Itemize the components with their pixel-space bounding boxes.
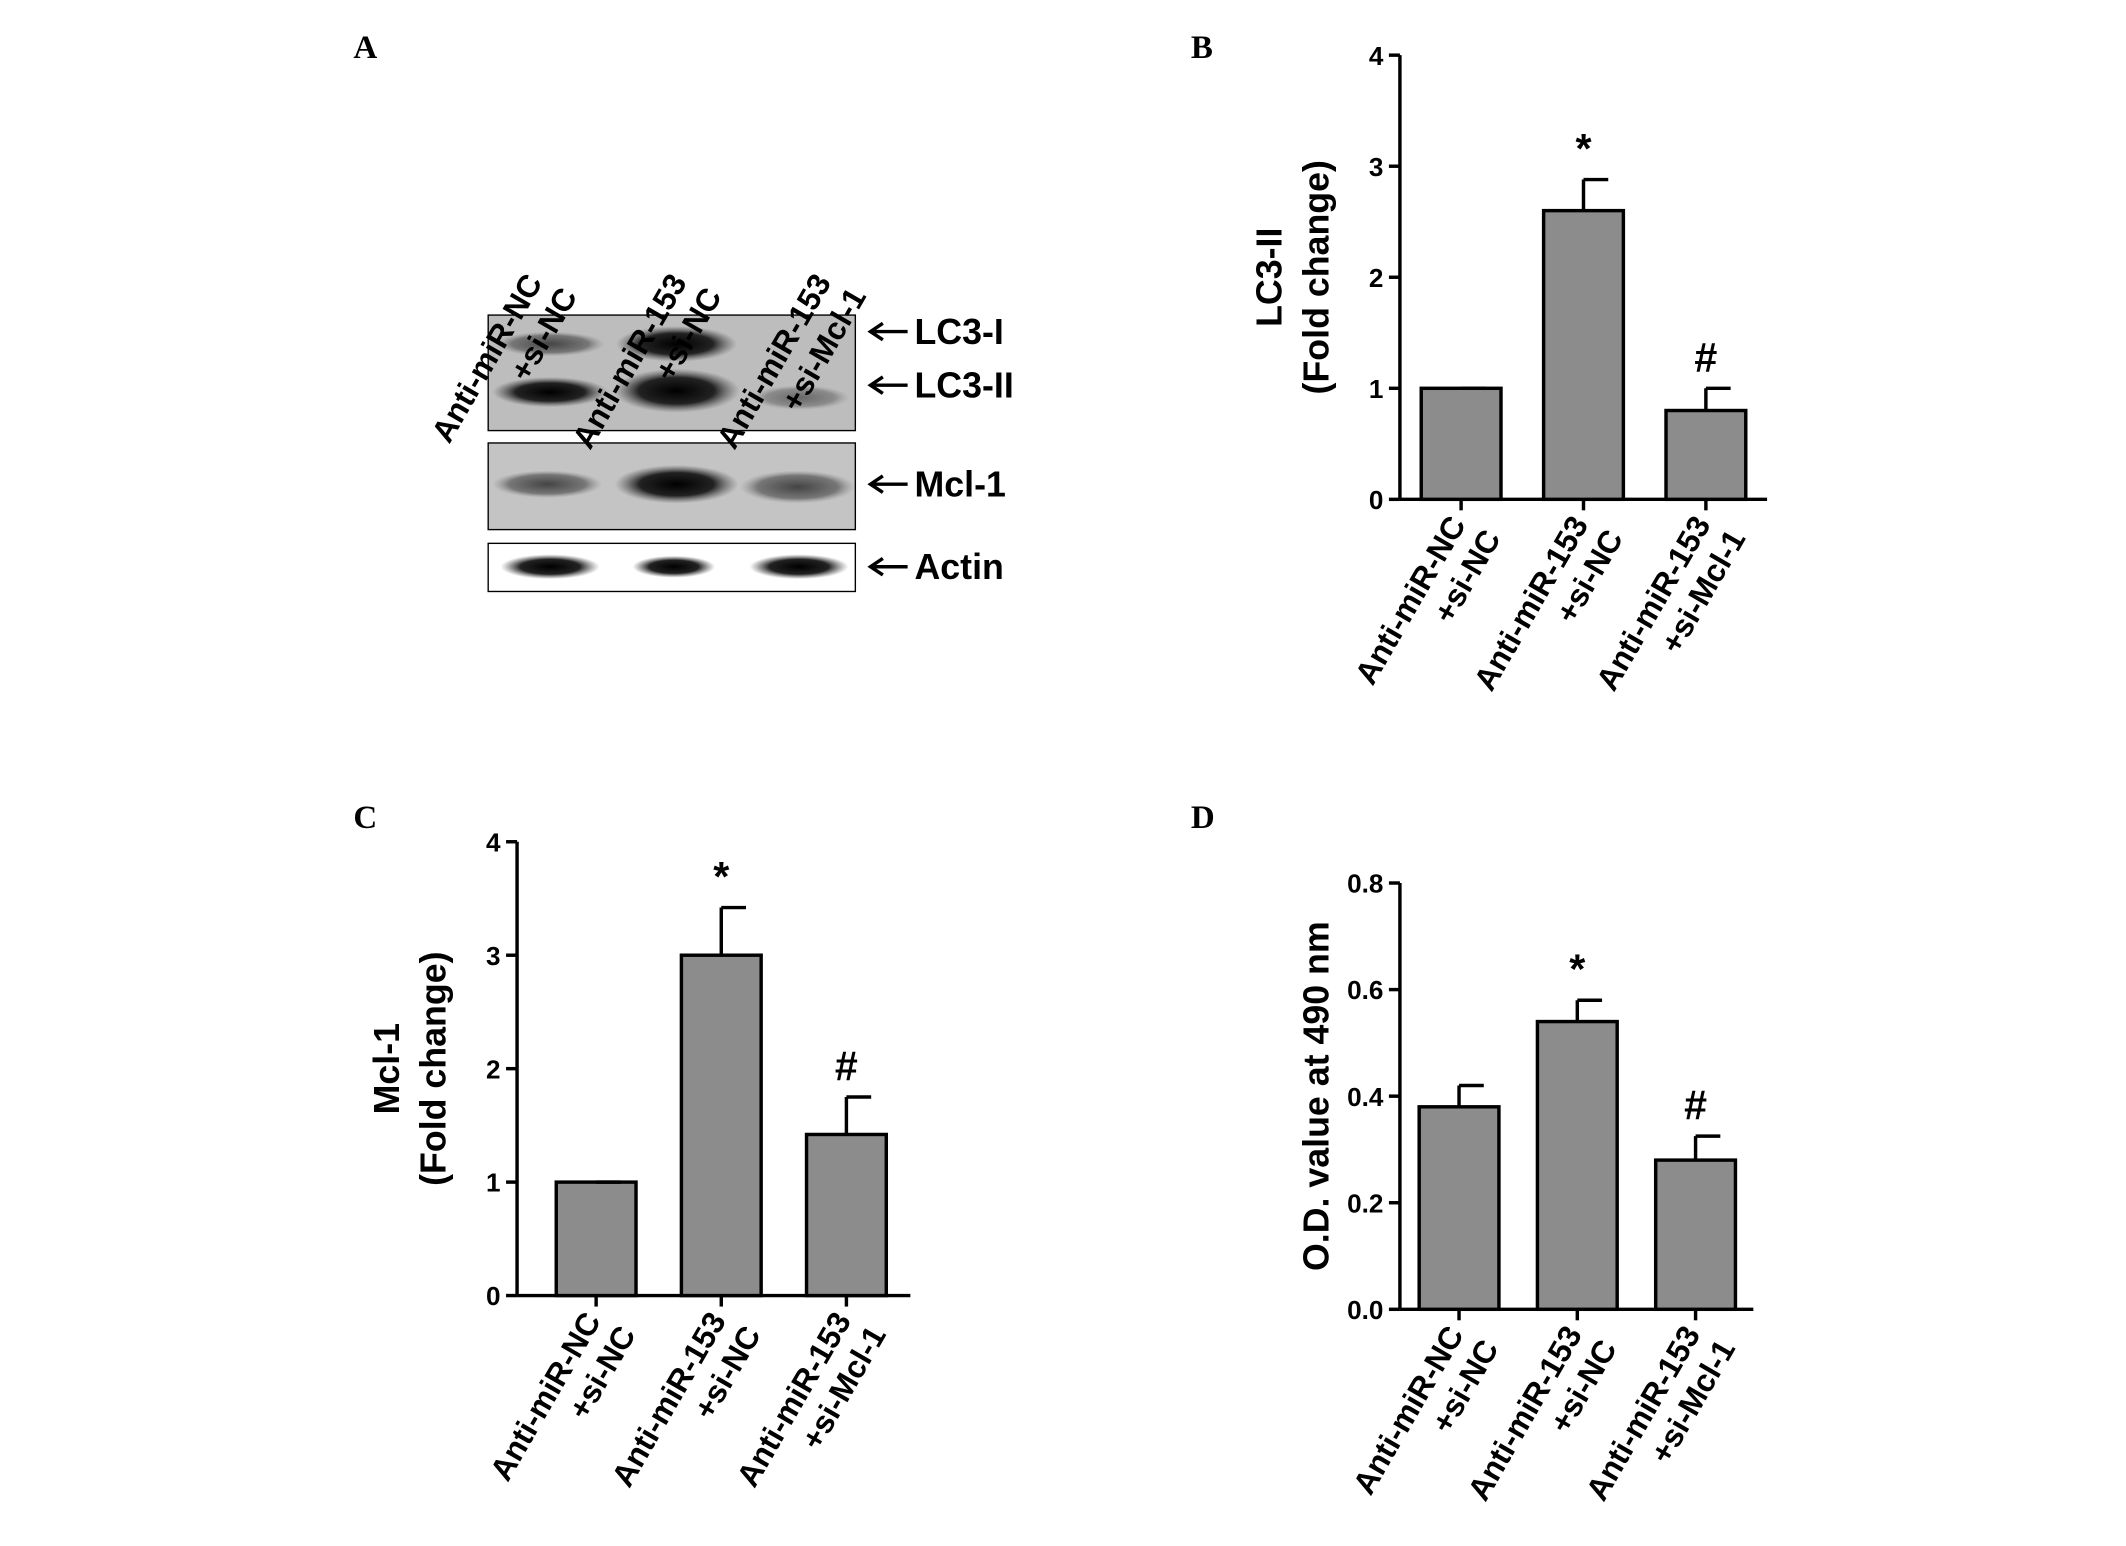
significance-mark: # xyxy=(1694,335,1717,381)
significance-mark: * xyxy=(1569,947,1586,993)
band-label: LC3-I xyxy=(914,312,1003,352)
error-bar xyxy=(1581,177,1609,211)
arrow xyxy=(867,321,908,342)
band xyxy=(632,555,716,578)
band xyxy=(614,464,739,504)
band xyxy=(492,376,608,408)
band xyxy=(613,368,740,413)
bar xyxy=(1664,408,1748,502)
error-bar xyxy=(844,1095,872,1135)
bar xyxy=(1419,386,1503,502)
y-tick-label: 4 xyxy=(1369,41,1384,71)
y-tick-label: 0.6 xyxy=(1347,975,1383,1005)
error-bar xyxy=(1704,386,1731,411)
y-tick-label: 0.8 xyxy=(1347,869,1383,899)
error-bar xyxy=(1693,1134,1721,1161)
panel-label: C xyxy=(353,800,377,836)
y-tick-label: 2 xyxy=(1369,263,1384,293)
y-tick-label: 0.4 xyxy=(1347,1082,1384,1112)
bar xyxy=(554,1180,638,1298)
bar xyxy=(1417,1105,1501,1312)
error-bar xyxy=(1575,998,1603,1022)
significance-mark: * xyxy=(1575,126,1592,172)
arrow xyxy=(867,474,908,494)
y-axis-label: (Fold change) xyxy=(1296,160,1336,394)
band xyxy=(500,554,600,580)
bar xyxy=(1541,208,1626,502)
significance-mark: * xyxy=(713,854,730,900)
bar xyxy=(1535,1019,1619,1312)
significance-mark: # xyxy=(835,1044,858,1090)
arrow xyxy=(867,557,908,577)
band-label: LC3-II xyxy=(914,366,1013,406)
band-label: Actin xyxy=(914,547,1003,587)
y-tick-label: 0.2 xyxy=(1347,1188,1383,1218)
y-axis-label: LC3-II xyxy=(1250,228,1290,327)
error-bar xyxy=(1457,1083,1484,1107)
y-tick-label: 3 xyxy=(1369,152,1384,182)
y-tick-label: 0.0 xyxy=(1347,1295,1383,1325)
bar xyxy=(679,953,763,1298)
band xyxy=(739,470,856,504)
y-tick-label: 0 xyxy=(486,1281,501,1311)
y-tick-label: 4 xyxy=(486,827,501,857)
band xyxy=(750,385,850,410)
error-bar xyxy=(719,905,747,956)
band xyxy=(492,470,603,498)
panel-label: A xyxy=(353,30,377,66)
y-axis-label: O.D. value at 490 nm xyxy=(1296,921,1336,1271)
y-tick-label: 2 xyxy=(486,1054,501,1084)
y-tick-label: 1 xyxy=(1369,374,1384,404)
y-tick-label: 1 xyxy=(486,1168,501,1198)
band xyxy=(749,554,849,580)
y-tick-label: 3 xyxy=(486,941,501,971)
panel-label: D xyxy=(1191,800,1215,836)
y-axis-label: Mcl-1 xyxy=(367,1023,407,1114)
y-axis-label: (Fold change) xyxy=(414,951,454,1185)
band-label: Mcl-1 xyxy=(914,465,1005,505)
bar xyxy=(1653,1158,1738,1312)
band xyxy=(495,331,606,357)
panel-label: B xyxy=(1191,30,1213,66)
bar xyxy=(804,1132,889,1298)
significance-mark: # xyxy=(1684,1083,1707,1129)
arrow xyxy=(867,375,908,395)
y-tick-label: 0 xyxy=(1369,485,1384,515)
band xyxy=(616,326,738,362)
